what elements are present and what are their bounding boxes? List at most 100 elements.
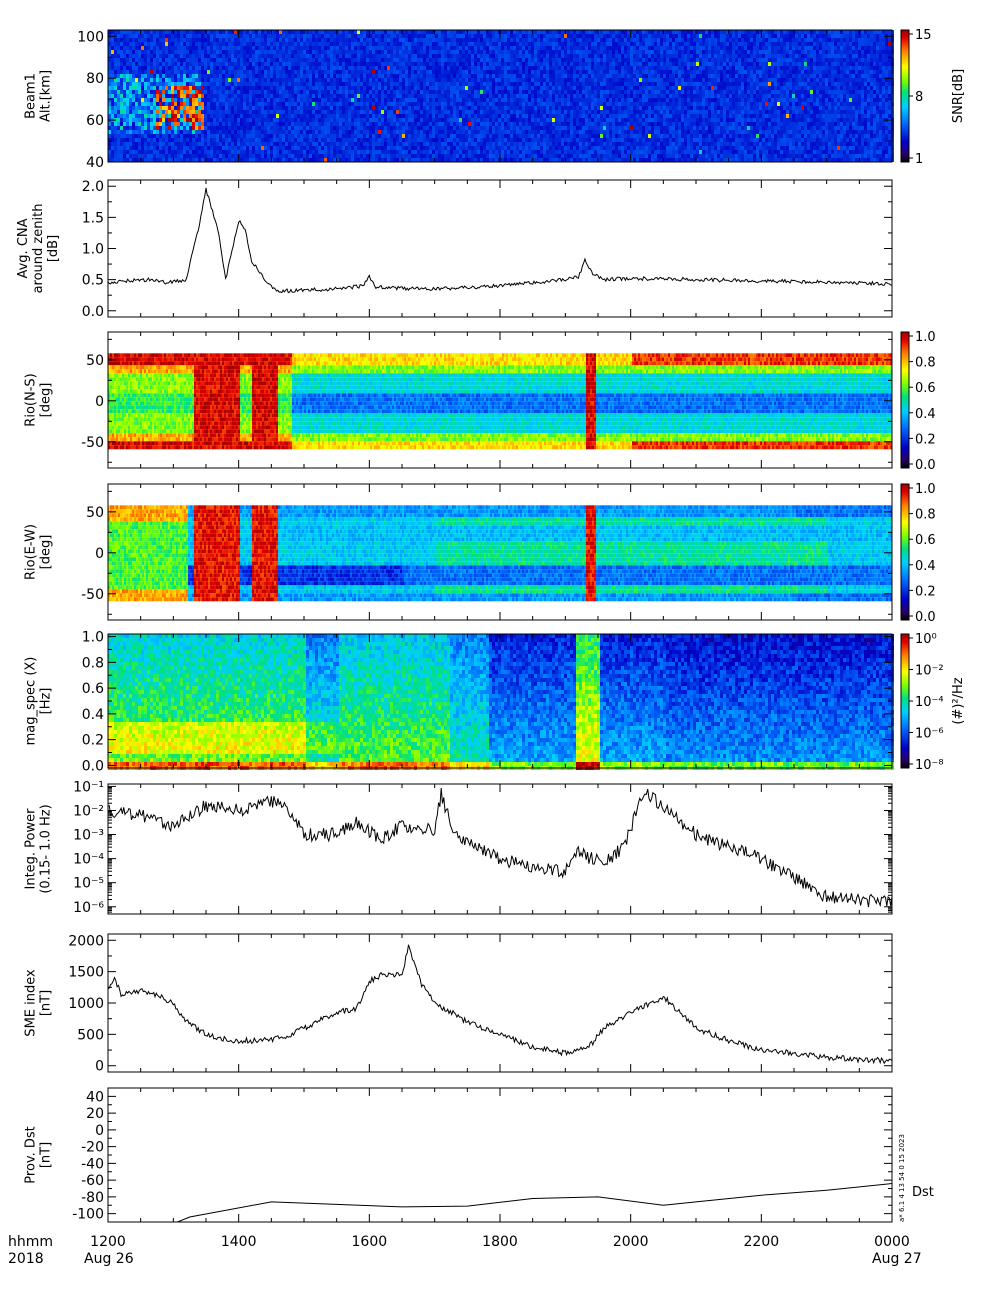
beam1-cell: [516, 58, 519, 62]
beam1-cell: [291, 70, 294, 74]
beam1-cell: [111, 122, 114, 126]
beam1-cell: [330, 78, 333, 82]
beam1-cell: [327, 98, 330, 102]
beam1-cell: [378, 78, 381, 82]
beam1-cell: [267, 106, 270, 110]
beam1-cell: [513, 98, 516, 102]
beam1-cell: [552, 62, 555, 66]
beam1-cell: [375, 122, 378, 126]
beam1-cell: [474, 138, 477, 142]
beam1-cell: [402, 154, 405, 158]
beam1-cell: [531, 42, 534, 46]
beam1-cell: [144, 114, 147, 118]
beam1-cell: [342, 158, 345, 162]
beam1-cell: [306, 34, 309, 38]
beam1-cell: [558, 154, 561, 158]
beam1-cell: [138, 38, 141, 42]
beam1-cell: [276, 54, 279, 58]
beam1-cell: [234, 102, 237, 106]
beam1-cell: [462, 158, 465, 162]
beam1-cell: [141, 134, 144, 138]
beam1-cell: [360, 102, 363, 106]
beam1-cell: [351, 122, 354, 126]
beam1-cell: [114, 150, 117, 154]
beam1-cell: [297, 62, 300, 66]
beam1-cell: [198, 30, 201, 34]
beam1-cell: [324, 134, 327, 138]
beam1-cell: [516, 38, 519, 42]
beam1-cell: [513, 126, 516, 130]
beam1-cell: [246, 62, 249, 66]
beam1-cell: [408, 34, 411, 38]
beam1-cell: [288, 134, 291, 138]
beam1-cell: [327, 30, 330, 34]
beam1-cell: [378, 54, 381, 58]
beam1-cell: [138, 90, 141, 94]
beam1-cell: [537, 66, 540, 70]
beam1-cell: [171, 130, 174, 134]
beam1-cell: [534, 66, 537, 70]
beam1-cell: [294, 146, 297, 150]
beam1-cell: [294, 86, 297, 90]
beam1-cell: [444, 114, 447, 118]
beam1-cell: [126, 154, 129, 158]
beam1-cell: [249, 62, 252, 66]
beam1-cell: [273, 106, 276, 110]
beam1-cell: [174, 62, 177, 66]
beam1-cell: [360, 50, 363, 54]
beam1-cell: [120, 90, 123, 94]
beam1-cell: [507, 146, 510, 150]
beam1-cell: [222, 126, 225, 130]
beam1-cell: [420, 46, 423, 50]
beam1-cell: [378, 142, 381, 146]
beam1-cell: [561, 46, 564, 50]
beam1-cell: [219, 102, 222, 106]
beam1-cell: [321, 146, 324, 150]
beam1-cell: [519, 158, 522, 162]
beam1-cell: [294, 58, 297, 62]
beam1-cell: [399, 58, 402, 62]
beam1-cell: [204, 98, 207, 102]
beam1-cell: [504, 74, 507, 78]
beam1-cell: [186, 46, 189, 50]
beam1-cell: [156, 74, 159, 78]
beam1-cell: [312, 54, 315, 58]
beam1-cell: [555, 114, 558, 118]
beam1-cell: [120, 150, 123, 154]
beam1-cell: [405, 126, 408, 130]
beam1-cell: [393, 106, 396, 110]
beam1-cell: [339, 126, 342, 130]
beam1-cell: [450, 122, 453, 126]
beam1-cell: [252, 102, 255, 106]
beam1-cell: [186, 122, 189, 126]
beam1-cell: [420, 82, 423, 86]
beam1-cell: [210, 150, 213, 154]
beam1-cell: [522, 50, 525, 54]
beam1-cell: [522, 30, 525, 34]
beam1-cell: [360, 30, 363, 34]
beam1-cell: [444, 118, 447, 122]
beam1-cell: [144, 46, 147, 50]
beam1-cell: [165, 146, 168, 150]
beam1-cell: [111, 94, 114, 98]
beam1-cell: [213, 134, 216, 138]
beam1-cell: [528, 66, 531, 70]
beam1-cell: [555, 46, 558, 50]
beam1-cell: [549, 46, 552, 50]
beam1-cell: [414, 70, 417, 74]
beam1-cell: [165, 30, 168, 34]
beam1-cell: [282, 54, 285, 58]
beam1-cell: [387, 134, 390, 138]
beam1-cell: [156, 146, 159, 150]
beam1-cell: [318, 82, 321, 86]
beam1-cell: [174, 110, 177, 114]
beam1-cell: [360, 70, 363, 74]
beam1-cell: [507, 50, 510, 54]
beam1-cell: [252, 150, 255, 154]
beam1-cell: [384, 38, 387, 42]
beam1-cell: [396, 42, 399, 46]
beam1-cell: [216, 114, 219, 118]
beam1-cell: [396, 142, 399, 146]
beam1-cell: [543, 70, 546, 74]
beam1-cell: [477, 74, 480, 78]
